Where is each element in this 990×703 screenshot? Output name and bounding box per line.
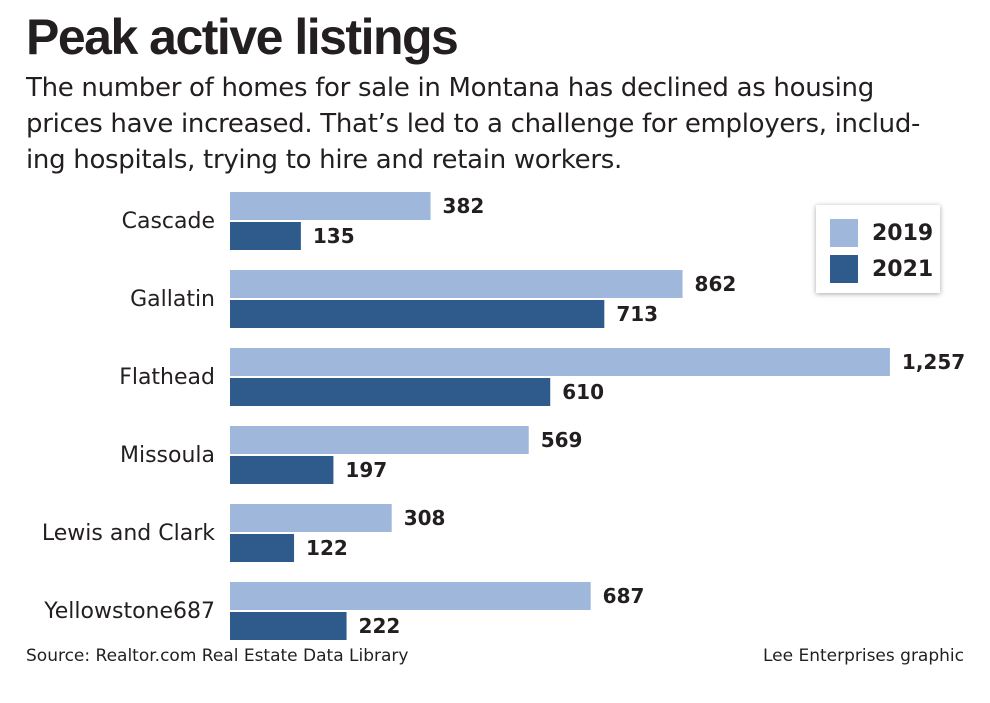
- legend-item-2021: 2021: [830, 255, 933, 283]
- bar-2021: [230, 378, 551, 406]
- bar-2021: [230, 612, 347, 640]
- data-label-2019: 1,257: [902, 350, 965, 374]
- legend-swatch-2019: [830, 219, 858, 247]
- bar-2019: [230, 270, 683, 298]
- category-label: Flathead: [119, 365, 215, 390]
- legend-label-2019: 2019: [872, 220, 934, 246]
- data-label-2021: 135: [313, 224, 355, 248]
- subtitle-line-2: prices have increased. That’s led to a c…: [26, 109, 921, 139]
- bar-2019: [230, 348, 890, 376]
- data-label-2021: 222: [359, 614, 401, 638]
- subtitle-line-1: The number of homes for sale in Montana …: [26, 73, 874, 103]
- credit-note: Lee Enterprises graphic: [762, 646, 964, 666]
- bar-2021: [230, 222, 301, 250]
- category-label: Lewis and Clark: [42, 521, 215, 546]
- category-label: Cascade: [122, 209, 215, 234]
- category-label: Missoula: [120, 443, 215, 468]
- source-note: Source: Realtor.com Real Estate Data Lib…: [26, 646, 409, 666]
- bar-2021: [230, 456, 334, 484]
- chart-title: Peak active listings: [26, 9, 459, 65]
- bar-2019: [230, 192, 431, 220]
- legend-label-2021: 2021: [872, 256, 934, 282]
- bar-2021: [230, 300, 605, 328]
- data-label-2021: 197: [345, 458, 387, 482]
- chart-subtitle: The number of homes for sale in Montana …: [26, 70, 966, 178]
- bar-2019: [230, 504, 392, 532]
- legend: 2019 2021: [816, 205, 940, 293]
- subtitle-line-3: ing hospitals, trying to hire and retain…: [26, 145, 622, 175]
- category-label: Gallatin: [130, 287, 215, 312]
- data-label-2019: 308: [404, 506, 446, 530]
- data-label-2021: 713: [616, 302, 658, 326]
- bar-2021: [230, 534, 295, 562]
- category-label: Yellowstone687: [43, 599, 215, 624]
- data-label-2021: 610: [562, 380, 604, 404]
- legend-swatch-2021: [830, 255, 858, 283]
- data-label-2019: 382: [443, 194, 485, 218]
- bar-2019: [230, 426, 529, 454]
- data-label-2019: 687: [603, 584, 645, 608]
- data-label-2019: 862: [695, 272, 737, 296]
- data-label-2019: 569: [541, 428, 583, 452]
- legend-item-2019: 2019: [830, 219, 933, 247]
- data-label-2021: 122: [306, 536, 348, 560]
- bar-2019: [230, 582, 591, 610]
